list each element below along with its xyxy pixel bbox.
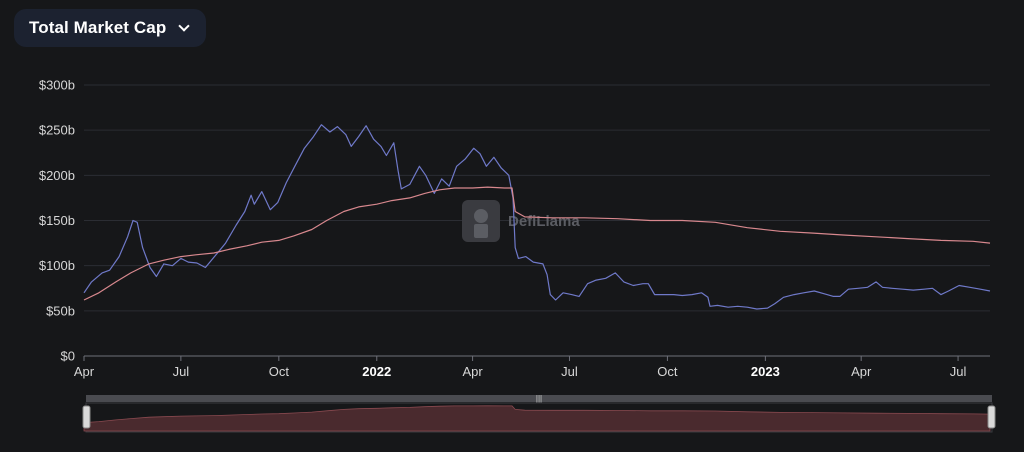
x-tick-label: 2023 [751, 364, 780, 379]
x-tick-label: Oct [657, 364, 678, 379]
x-tick-label: Apr [851, 364, 872, 379]
brush-preview-area [83, 405, 991, 432]
y-tick-label: $250b [39, 123, 75, 138]
metric-selector-dropdown[interactable]: Total Market Cap [14, 9, 207, 47]
y-tick-label: $0 [61, 349, 75, 364]
x-tick-label: 2022 [362, 364, 391, 379]
y-axis: $0 $50b $100b $150b $200b $250b $300b [39, 78, 75, 364]
y-tick-label: $100b [39, 258, 75, 273]
x-tick-label: Jul [173, 364, 190, 379]
y-tick-label: $50b [46, 303, 75, 318]
grid-lines [84, 84, 990, 357]
x-tick-label: Jul [561, 364, 578, 379]
metric-selector-label: Total Market Cap [29, 18, 167, 37]
zoom-brush[interactable]: ||| [82, 394, 996, 433]
y-tick-label: $150b [39, 213, 75, 228]
llama-logo-icon [462, 200, 500, 242]
series [83, 124, 991, 310]
x-tick-label: Oct [269, 364, 290, 379]
x-tick-label: Apr [462, 364, 483, 379]
watermark-text: DefiLlama [508, 213, 580, 230]
y-tick-label: $300b [39, 78, 75, 93]
brush-grip-icon[interactable]: ||| [536, 394, 542, 403]
brush-left-handle[interactable] [82, 405, 91, 429]
brush-right-handle[interactable] [987, 405, 996, 429]
y-tick-label: $200b [39, 168, 75, 183]
x-tick-label: Jul [950, 364, 967, 379]
x-tick-label: Apr [74, 364, 95, 379]
series-line-2 [83, 186, 991, 301]
watermark: DefiLlama [462, 200, 580, 242]
brush-handle-bar[interactable] [86, 395, 992, 402]
x-axis: Apr Jul Oct 2022 Apr Jul Oct 2023 Apr Jul [74, 356, 967, 379]
